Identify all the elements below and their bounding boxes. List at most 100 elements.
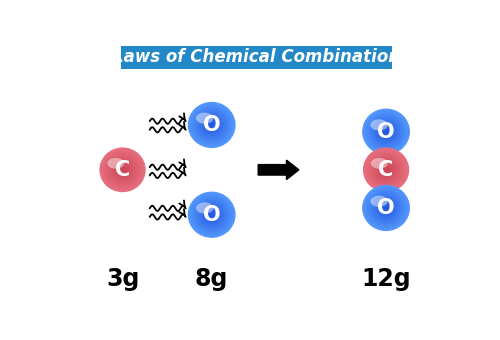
Circle shape bbox=[118, 165, 128, 175]
Circle shape bbox=[206, 209, 217, 220]
Circle shape bbox=[372, 156, 400, 184]
Circle shape bbox=[198, 112, 225, 138]
Circle shape bbox=[208, 211, 216, 219]
Circle shape bbox=[378, 162, 394, 178]
Circle shape bbox=[204, 118, 220, 132]
Circle shape bbox=[363, 109, 410, 154]
Circle shape bbox=[100, 148, 145, 191]
Circle shape bbox=[381, 165, 392, 175]
Circle shape bbox=[382, 127, 390, 136]
Circle shape bbox=[208, 212, 215, 218]
Circle shape bbox=[206, 119, 218, 131]
Circle shape bbox=[377, 123, 396, 141]
Circle shape bbox=[375, 198, 397, 219]
Circle shape bbox=[368, 190, 405, 226]
Circle shape bbox=[211, 214, 212, 216]
Circle shape bbox=[382, 203, 390, 212]
Circle shape bbox=[203, 117, 220, 133]
Circle shape bbox=[104, 152, 142, 188]
Circle shape bbox=[386, 131, 387, 132]
Circle shape bbox=[107, 155, 138, 185]
Circle shape bbox=[193, 107, 230, 143]
Circle shape bbox=[200, 203, 224, 227]
Text: O: O bbox=[203, 205, 220, 225]
Circle shape bbox=[368, 152, 405, 188]
Circle shape bbox=[108, 155, 138, 184]
Circle shape bbox=[197, 201, 226, 229]
Circle shape bbox=[383, 205, 389, 211]
Ellipse shape bbox=[108, 158, 124, 169]
Circle shape bbox=[189, 193, 234, 236]
Circle shape bbox=[376, 160, 396, 180]
Circle shape bbox=[200, 203, 224, 226]
Circle shape bbox=[377, 199, 396, 217]
Circle shape bbox=[194, 198, 228, 231]
Circle shape bbox=[386, 207, 387, 209]
Circle shape bbox=[109, 157, 136, 183]
Circle shape bbox=[192, 196, 231, 234]
Circle shape bbox=[383, 167, 389, 173]
Circle shape bbox=[376, 122, 396, 141]
Circle shape bbox=[210, 212, 214, 217]
Circle shape bbox=[378, 201, 394, 216]
Circle shape bbox=[366, 189, 406, 227]
Circle shape bbox=[365, 112, 407, 152]
Circle shape bbox=[114, 162, 131, 178]
Circle shape bbox=[112, 160, 133, 180]
Circle shape bbox=[382, 166, 390, 173]
Text: O: O bbox=[378, 198, 395, 218]
Circle shape bbox=[196, 200, 227, 230]
Text: 12g: 12g bbox=[361, 268, 411, 291]
Circle shape bbox=[106, 153, 140, 186]
Circle shape bbox=[366, 112, 406, 151]
Circle shape bbox=[196, 109, 228, 141]
Circle shape bbox=[383, 129, 389, 135]
Circle shape bbox=[380, 202, 392, 214]
Circle shape bbox=[194, 198, 230, 232]
Circle shape bbox=[375, 159, 398, 181]
Circle shape bbox=[110, 157, 136, 182]
Circle shape bbox=[114, 161, 132, 178]
Circle shape bbox=[198, 202, 225, 227]
Circle shape bbox=[190, 194, 234, 236]
Circle shape bbox=[370, 117, 402, 147]
Circle shape bbox=[368, 152, 404, 187]
Circle shape bbox=[371, 155, 401, 184]
Circle shape bbox=[204, 207, 220, 222]
Circle shape bbox=[118, 166, 127, 174]
Circle shape bbox=[370, 193, 402, 223]
Circle shape bbox=[386, 169, 387, 171]
Circle shape bbox=[382, 166, 390, 174]
Circle shape bbox=[196, 110, 227, 140]
Ellipse shape bbox=[371, 158, 388, 169]
Circle shape bbox=[368, 115, 404, 149]
Circle shape bbox=[113, 160, 132, 179]
Circle shape bbox=[364, 186, 408, 230]
Circle shape bbox=[204, 118, 218, 132]
Circle shape bbox=[365, 150, 407, 190]
Circle shape bbox=[380, 163, 393, 176]
Circle shape bbox=[193, 197, 230, 233]
Circle shape bbox=[369, 115, 403, 148]
Circle shape bbox=[188, 103, 235, 148]
FancyArrow shape bbox=[258, 160, 299, 180]
Circle shape bbox=[110, 158, 134, 182]
Circle shape bbox=[379, 125, 393, 138]
Circle shape bbox=[101, 149, 144, 191]
Text: O: O bbox=[378, 122, 395, 142]
Circle shape bbox=[376, 198, 396, 218]
Circle shape bbox=[380, 126, 392, 137]
Circle shape bbox=[380, 126, 392, 138]
Circle shape bbox=[366, 151, 406, 189]
Circle shape bbox=[384, 130, 388, 134]
Circle shape bbox=[207, 120, 216, 130]
Circle shape bbox=[119, 166, 126, 173]
Circle shape bbox=[366, 188, 406, 227]
Circle shape bbox=[194, 108, 230, 142]
Circle shape bbox=[202, 115, 222, 135]
Ellipse shape bbox=[370, 195, 388, 207]
Circle shape bbox=[378, 124, 394, 139]
Text: 8g: 8g bbox=[195, 268, 228, 291]
Circle shape bbox=[115, 163, 130, 177]
Circle shape bbox=[197, 111, 226, 139]
